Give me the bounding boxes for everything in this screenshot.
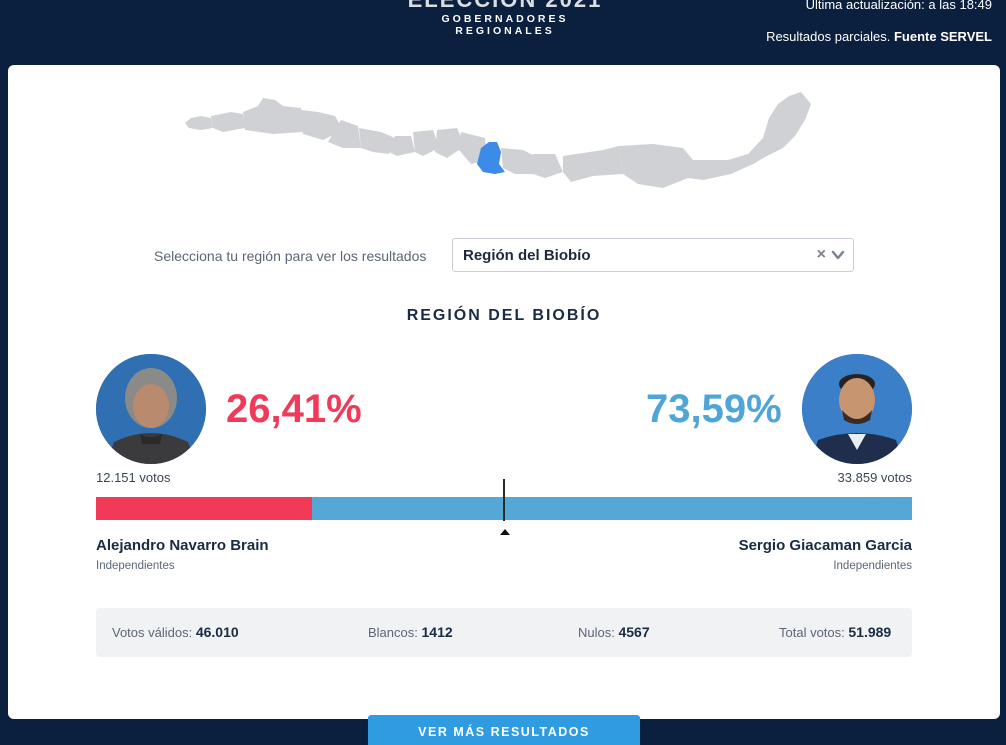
left-candidate-name: Alejandro Navarro Brain <box>96 537 269 554</box>
map-region-araucania[interactable] <box>501 148 535 174</box>
right-candidate-party: Independientes <box>833 560 912 572</box>
map-region-aysen[interactable] <box>619 144 693 188</box>
last-update-text: Última actualización: a las 18:49 <box>805 0 992 12</box>
right-candidate-name: Sergio Giacaman Garcia <box>738 537 912 554</box>
left-candidate-votes: 12.151 votos <box>96 470 171 485</box>
right-candidate-percent: 73,59% <box>646 387 782 431</box>
region-title: REGIÓN DEL BIOBÍO <box>406 307 602 324</box>
more-results-button[interactable]: VER MÁS RESULTADOS <box>368 715 640 745</box>
summary-total-label: Total votos: <box>779 625 845 640</box>
result-bar-left-fill <box>96 497 312 520</box>
source-text: Resultados parciales. Fuente SERVEL <box>766 29 992 44</box>
summary-blank-value: 1412 <box>421 624 453 640</box>
summary-blank-label: Blancos: <box>368 625 418 640</box>
region-select-value: Región del Biobío <box>463 247 591 264</box>
summary-total: Total votos: 51.989 <box>779 624 891 640</box>
summary-null-label: Nulos: <box>578 625 615 640</box>
map-region-coquimbo[interactable] <box>328 120 361 148</box>
summary-total-value: 51.989 <box>848 624 892 640</box>
avatar-left-candidate <box>96 354 206 464</box>
close-icon[interactable]: × <box>816 246 826 263</box>
map-region-magallanes[interactable] <box>688 92 811 180</box>
map-region-maule[interactable] <box>435 128 465 158</box>
summary-valid: Votos válidos: 46.010 <box>112 624 239 640</box>
summary-valid-value: 46.010 <box>195 624 239 640</box>
map-region-biobio-selected[interactable] <box>477 142 505 174</box>
map-region-loslagos[interactable] <box>563 146 623 182</box>
left-candidate-party: Independientes <box>96 560 175 572</box>
map-region-losrios[interactable] <box>533 154 563 178</box>
source-label: Fuente SERVEL <box>893 29 992 44</box>
summary-valid-label: Votos válidos: <box>112 625 193 640</box>
vote-summary: Votos válidos: 46.010 Blancos: 1412 Nulo… <box>96 608 912 657</box>
region-map[interactable] <box>183 90 838 200</box>
region-select-label: Selecciona tu región para ver los result… <box>154 248 427 264</box>
map-region-arica[interactable] <box>185 116 213 130</box>
page-subtitle: GOBERNADORES REGIONALES <box>441 13 569 37</box>
majority-line <box>503 479 505 521</box>
map-region-atacama[interactable] <box>301 110 343 140</box>
partial-results-label: Resultados parciales. <box>766 29 891 44</box>
map-region-ohiggins[interactable] <box>413 130 439 156</box>
summary-blank: Blancos: 1412 <box>368 624 453 640</box>
region-select[interactable]: Región del Biobío × <box>452 238 854 272</box>
results-card: Selecciona tu región para ver los result… <box>8 65 1000 719</box>
summary-null: Nulos: 4567 <box>578 624 650 640</box>
majority-marker-icon <box>500 529 510 535</box>
chevron-down-icon[interactable] <box>831 248 845 262</box>
page-title: ELECCIÓN 2021 <box>392 0 618 13</box>
left-candidate-percent: 26,41% <box>226 387 362 431</box>
map-region-antofagasta[interactable] <box>243 98 303 134</box>
avatar-right-candidate <box>802 354 912 464</box>
map-region-valparaiso[interactable] <box>359 128 395 154</box>
map-region-metropolitana[interactable] <box>389 136 415 156</box>
summary-null-value: 4567 <box>618 624 650 640</box>
map-region-tarapaca[interactable] <box>211 112 245 132</box>
right-candidate-votes: 33.859 votos <box>837 470 912 485</box>
